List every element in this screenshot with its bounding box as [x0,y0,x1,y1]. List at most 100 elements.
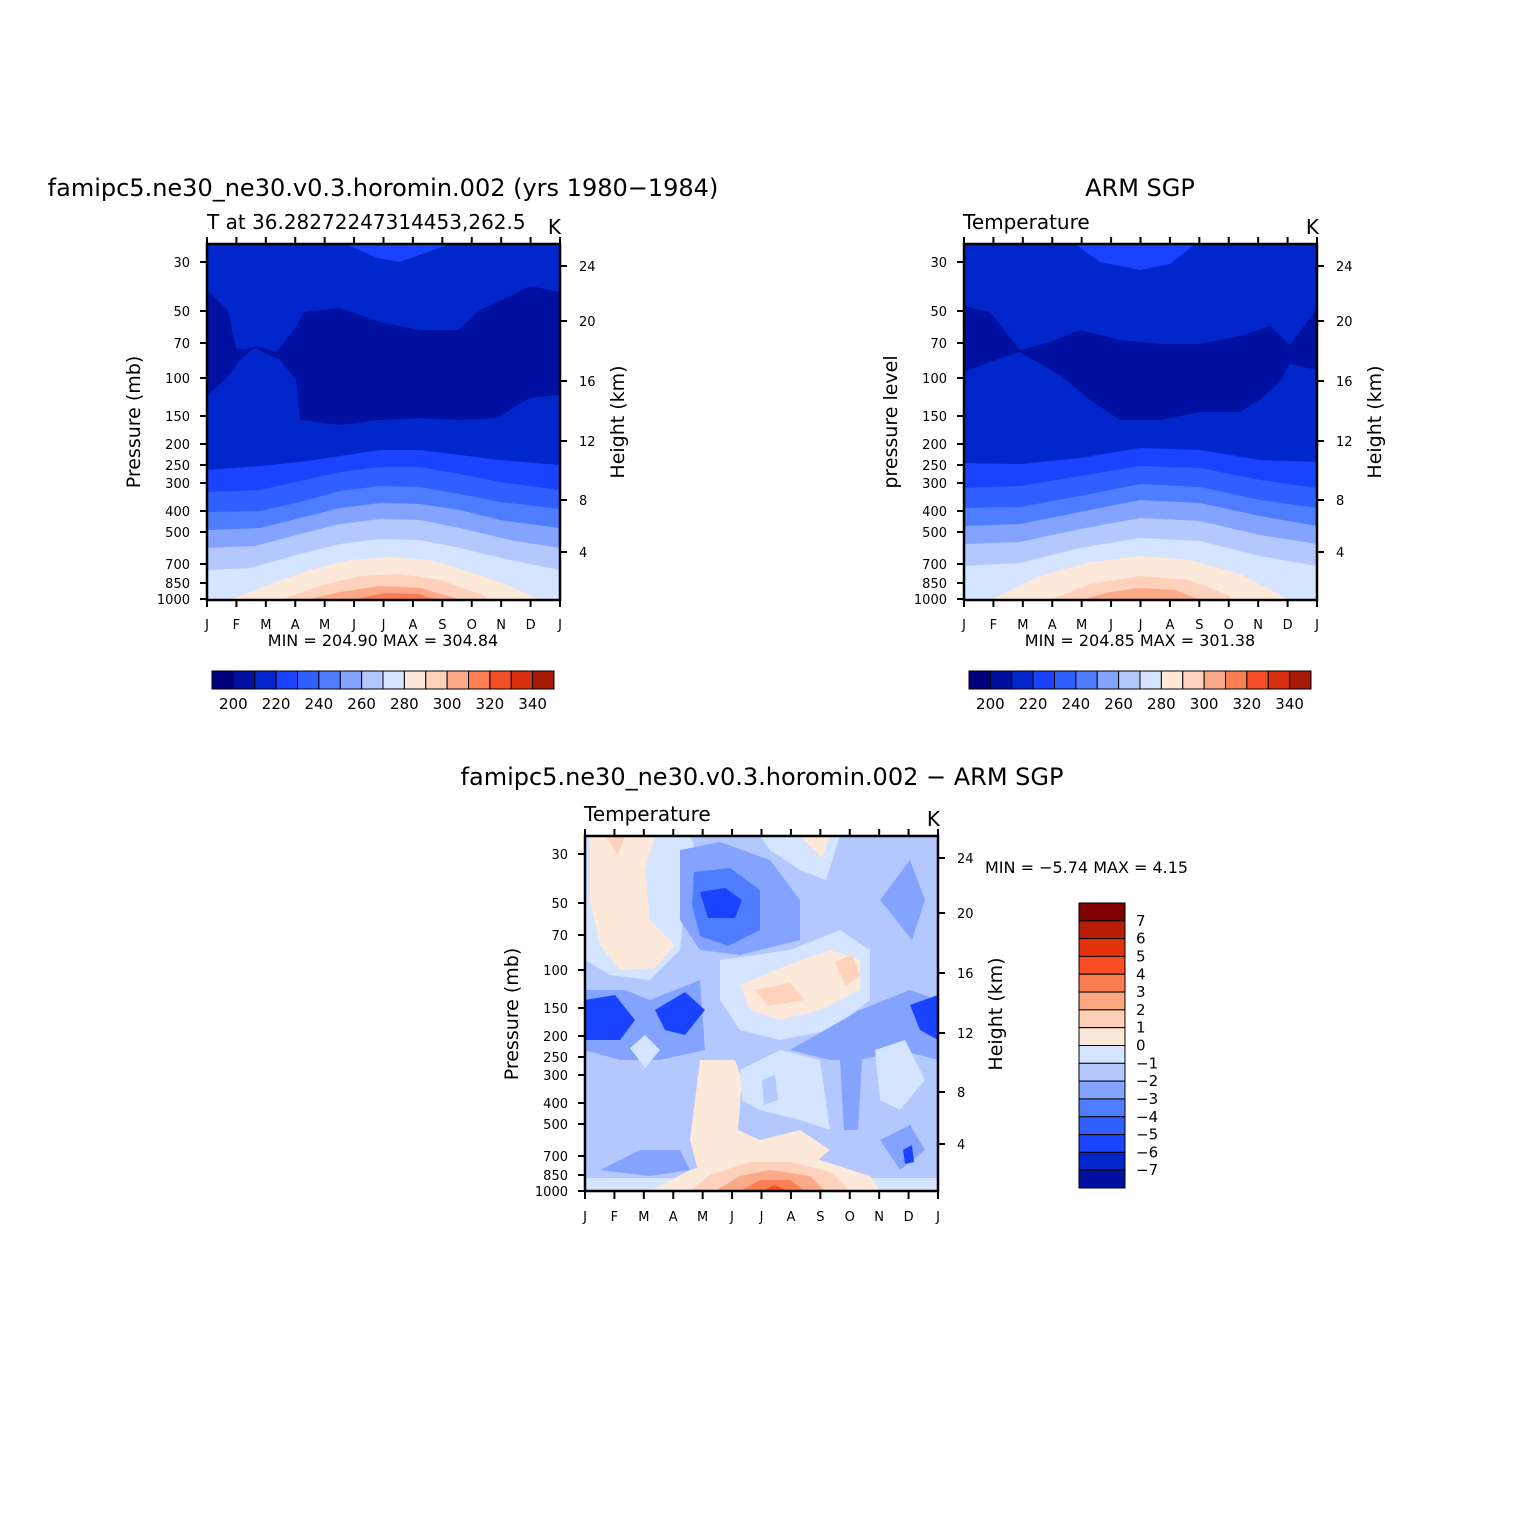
y-tick-label: 100 [165,372,190,387]
y-tick-label: 250 [543,1051,568,1066]
x-tick-label: M [260,618,271,633]
y-tick-label: 50 [551,897,568,912]
x-tick-label: A [408,618,417,633]
colorbar-label: 320 [1233,695,1262,713]
contour-band [740,1050,830,1130]
y-tick-right-label: 8 [957,1086,965,1101]
colorbar-label: 4 [1136,965,1146,983]
panel-diff-y-ticks-right: 24 20 16 12 8 4 [938,852,974,1153]
colorbar-box [446,670,469,690]
panel-model-y-ticks-right: 24 20 16 12 8 4 [560,260,596,561]
contour-band [880,860,925,940]
contour-band [590,836,675,970]
y-tick-label: 700 [543,1150,568,1165]
colorbar-label: 6 [1136,930,1146,948]
y-tick-right-label: 4 [1336,546,1344,561]
panel-obs-title: ARM SGP [1085,174,1195,202]
y-tick-label: 300 [165,477,190,492]
y-tick-label: 100 [922,372,947,387]
colorbar-label: 1 [1136,1019,1146,1037]
colorbar-label: −5 [1136,1126,1158,1144]
colorbar-label: 280 [1147,695,1176,713]
contour-band [800,836,830,858]
y-tick-label: 200 [543,1030,568,1045]
panel-diff-title: famipc5.ne30_ne30.v0.3.horomin.002 − ARM… [461,763,1064,791]
contour-band [875,1040,925,1110]
colorbar-box [468,670,491,690]
y-tick-label: 850 [922,577,947,592]
x-tick-label: D [526,618,536,633]
panel-diff-ylabel: Pressure (mb) [501,948,523,1081]
contour-band [690,1060,830,1178]
x-tick-label: O [467,618,477,633]
panel-obs-ylabel-right: Height (km) [1364,365,1386,478]
colorbar-label: 220 [262,695,291,713]
colorbar-label: −2 [1136,1072,1158,1090]
contour-band [600,1150,690,1176]
x-tick-label: N [496,618,506,633]
contour-band [762,1185,788,1191]
y-tick-label: 70 [551,929,568,944]
colorbar-label: −3 [1136,1090,1158,1108]
x-tick-label: A [669,1210,678,1225]
colorbar-box [1078,973,1126,993]
colorbar-label: −7 [1136,1161,1158,1179]
panel-diff-contours [585,836,938,1191]
x-tick-label: M [697,1210,708,1225]
x-tick-label: S [1195,618,1203,633]
x-tick-label: M [638,1210,649,1225]
panel-model-units: K [548,215,562,239]
y-tick-right-label: 20 [579,315,596,330]
y-tick-label: 50 [173,305,190,320]
y-tick-label: 30 [551,848,568,863]
y-tick-label: 850 [165,577,190,592]
colorbar-box [1078,1062,1126,1082]
y-tick-right-label: 12 [1336,435,1353,450]
x-tick-label: J [1314,618,1319,633]
x-tick-label: S [438,618,446,633]
colorbar-box [232,670,256,690]
colorbar-box [1078,1009,1126,1029]
colorbar-box [989,670,1013,690]
contour-band-cold-core [964,306,1317,420]
colorbar-box [1078,1080,1126,1100]
colorbar-box [1078,938,1126,957]
panel-diff: famipc5.ne30_ne30.v0.3.horomin.002 − ARM… [461,763,1189,1225]
contour-band-top [345,244,450,262]
colorbar-box [1078,902,1126,922]
colorbar-box [1078,1169,1126,1189]
colorbar-box [1032,670,1055,690]
y-tick-label: 500 [543,1118,568,1133]
colorbar-box [1078,1027,1126,1046]
y-tick-right-label: 24 [957,852,974,867]
x-tick-label: M [1017,618,1028,633]
colorbar-box [211,670,234,690]
colorbar-box [318,670,341,690]
panel-model-ylabel-right: Height (km) [607,365,629,478]
colorbar-label: 340 [1275,695,1304,713]
colorbar-box [532,670,555,690]
y-tick-right-label: 4 [579,546,587,561]
x-tick-label: O [845,1210,855,1225]
y-tick-label: 300 [922,477,947,492]
colorbar-label: 240 [1062,695,1091,713]
colorbar-box [403,670,427,690]
contour-band [755,983,805,1006]
colorbar-box [254,670,277,690]
colorbar-box [1246,670,1269,690]
colorbar-label: 340 [518,695,547,713]
panel-diff-ylabel-right: Height (km) [985,957,1007,1070]
contour-band [1080,588,1200,600]
y-tick-label: 500 [922,526,947,541]
panel-diff-subtitle: Temperature [583,802,711,826]
contour-band [655,992,705,1035]
y-tick-label: 150 [543,1002,568,1017]
contour-band [1050,576,1232,600]
colorbar-label: 260 [1104,695,1133,713]
colorbar-box [297,670,320,690]
colorbar-box [1011,670,1034,690]
